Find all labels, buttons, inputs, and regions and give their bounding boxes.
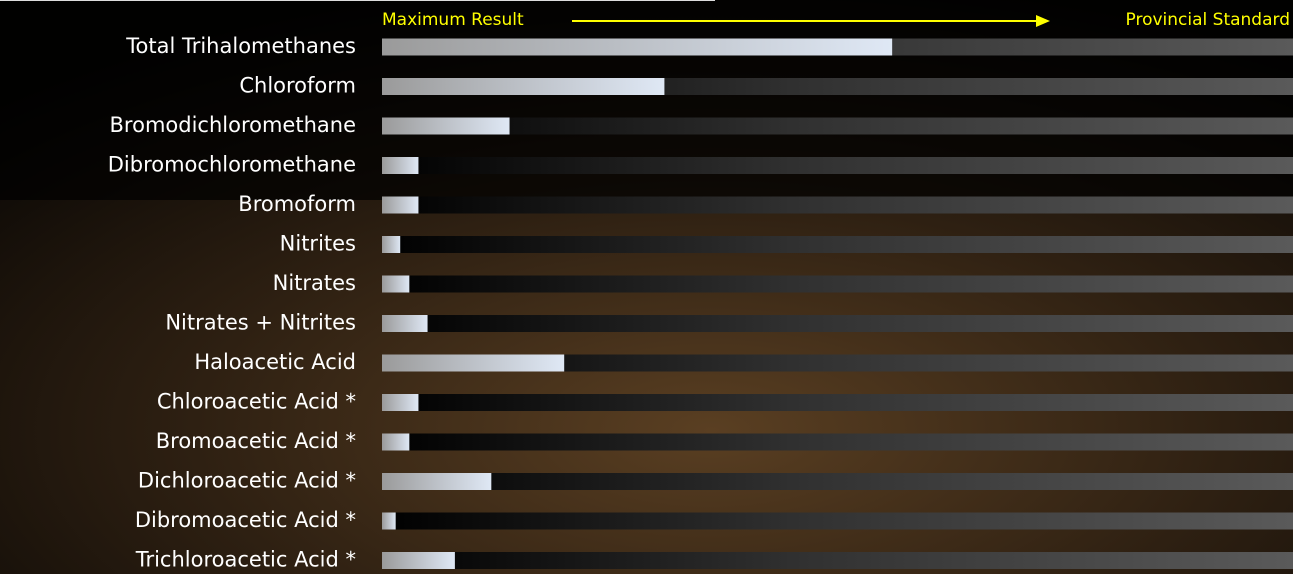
category-label: Trichloroacetic Acid *: [135, 548, 356, 572]
bar: [382, 315, 428, 332]
bar-track: [382, 394, 1293, 411]
bar: [382, 117, 510, 135]
bar-track: [382, 433, 1293, 451]
bar: [382, 78, 665, 95]
bar-track: [382, 117, 1293, 135]
category-label: Bromodichloromethane: [110, 113, 356, 137]
bar: [382, 552, 455, 569]
plot: Maximum Result Provincial Standard Total T…: [108, 10, 1293, 572]
bar: [382, 512, 396, 530]
bar-track: [382, 512, 1293, 530]
category-label: Dibromochloromethane: [108, 153, 356, 177]
category-label: Chloroacetic Acid *: [157, 390, 356, 414]
bar: [382, 38, 893, 56]
category-label: Bromoacetic Acid *: [156, 429, 356, 453]
bar-track: [382, 275, 1293, 293]
category-label: Bromoform: [238, 192, 356, 216]
bar-track: [382, 354, 1293, 372]
bar: [382, 354, 565, 372]
annotation: Maximum Result: [382, 10, 524, 30]
annotation: Provincial Standard: [1126, 10, 1290, 30]
category-label: Chloroform: [239, 74, 356, 98]
category-label: Dichloroacetic Acid *: [138, 469, 356, 493]
bar-track: [382, 473, 1293, 490]
bar: [382, 157, 419, 174]
category-label: Nitrates: [273, 271, 356, 295]
category-label: Dibromoacetic Acid *: [135, 508, 356, 532]
bar: [382, 433, 410, 451]
bar-track: [382, 315, 1293, 332]
bar-track: [382, 157, 1293, 174]
bar: [382, 196, 419, 214]
bar-track: [382, 552, 1293, 569]
category-label: Nitrites: [280, 232, 356, 256]
bar: [382, 394, 419, 411]
category-label: Total Trihalomethanes: [125, 34, 356, 58]
bar: [382, 275, 410, 293]
bar-track: [382, 236, 1293, 253]
bar: [382, 236, 401, 253]
arrow-head: [1036, 15, 1050, 27]
bar-track: [382, 196, 1293, 214]
bar: [382, 473, 492, 490]
category-label: Nitrates + Nitrites: [165, 311, 356, 335]
category-label: Haloacetic Acid: [194, 350, 356, 374]
